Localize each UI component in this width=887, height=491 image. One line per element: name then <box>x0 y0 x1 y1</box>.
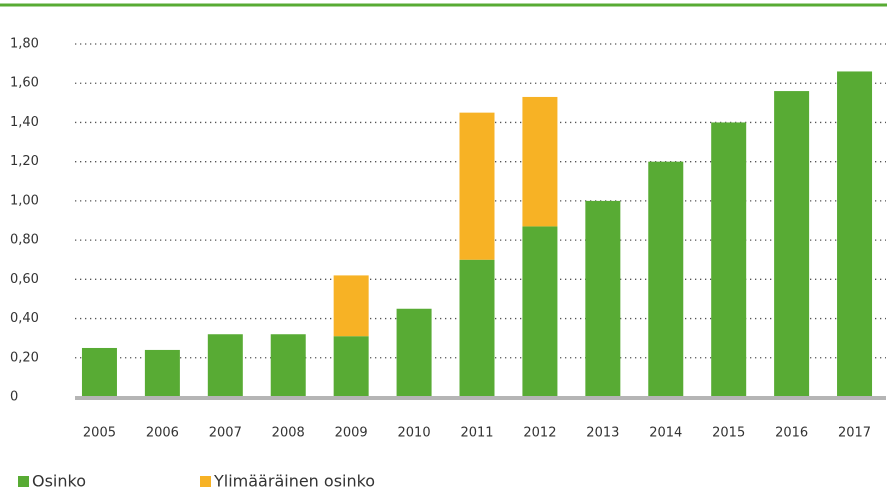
bar <box>837 71 873 397</box>
x-tick-label: 2013 <box>586 426 619 441</box>
x-tick-label: 2012 <box>523 426 556 441</box>
y-tick-label: 0,20 <box>10 350 39 365</box>
x-tick-label: 2008 <box>272 426 305 441</box>
x-tick-label: 2017 <box>838 426 871 441</box>
y-tick-label: 1,40 <box>10 115 39 130</box>
legend-label: Ylimääräinen osinko <box>213 472 375 491</box>
x-tick-label: 2014 <box>649 426 682 441</box>
y-tick-label: 0,40 <box>10 311 39 326</box>
y-tick-label: 0 <box>10 390 18 405</box>
bar <box>585 200 621 397</box>
bar <box>144 349 180 397</box>
y-tick-label: 1,60 <box>10 76 39 91</box>
x-tick-label: 2010 <box>398 426 431 441</box>
y-tick-label: 1,20 <box>10 154 39 169</box>
y-tick-label: 1,80 <box>10 37 39 52</box>
bar <box>459 112 495 260</box>
bar <box>333 275 369 337</box>
bar <box>396 308 432 397</box>
y-tick-label: 1,00 <box>10 193 39 208</box>
legend-swatch <box>18 476 29 487</box>
bar <box>522 226 558 397</box>
x-tick-label: 2006 <box>146 426 179 441</box>
bar <box>207 334 243 397</box>
x-tick-label: 2009 <box>335 426 368 441</box>
x-tick-label: 2011 <box>460 426 493 441</box>
bar <box>270 334 306 397</box>
bar <box>648 161 684 397</box>
bar <box>459 259 495 397</box>
bar <box>711 122 747 397</box>
x-tick-label: 2015 <box>712 426 745 441</box>
bar <box>774 91 810 398</box>
bar <box>333 336 369 397</box>
legend-label: Osinko <box>32 472 86 491</box>
legend-swatch <box>200 476 211 487</box>
y-tick-label: 0,60 <box>10 272 39 287</box>
bar <box>81 347 117 397</box>
x-tick-label: 2016 <box>775 426 808 441</box>
x-tick-label: 2005 <box>83 426 116 441</box>
x-tick-label: 2007 <box>209 426 242 441</box>
bar <box>522 96 558 227</box>
y-tick-label: 0,80 <box>10 233 39 248</box>
